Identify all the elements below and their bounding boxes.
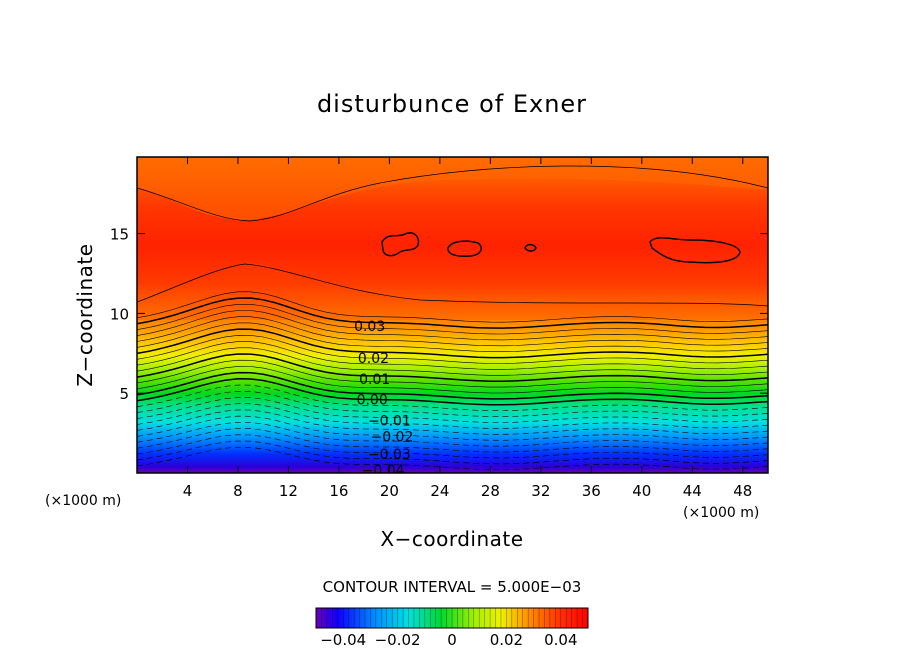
contour-line <box>137 341 768 370</box>
closed-contour <box>649 237 741 264</box>
closed-contour <box>381 232 420 257</box>
x-axis: 4 8 12 16 20 24 28 32 36 40 44 48 <box>183 157 752 500</box>
contour-label-layer: 0.03 0.02 0.01 0.00 −0.01−0.02 −0.03−0.04 <box>354 319 413 479</box>
colorbar-ticks: −0.04 −0.02 0 0.02 0.04 <box>315 608 589 649</box>
x-tick-label: 8 <box>233 482 243 500</box>
contour-line <box>137 359 768 388</box>
x-tick-label: 48 <box>733 482 752 500</box>
contour-line <box>137 403 768 429</box>
x-tick-label: 16 <box>329 482 348 500</box>
x-tick-label: 44 <box>683 482 702 500</box>
contour-line <box>137 409 768 435</box>
contour-line <box>137 297 768 329</box>
contour-label: −0.04 <box>362 463 405 479</box>
y-tick-label: 15 <box>110 226 129 244</box>
contour-label: 0.03 <box>354 319 385 335</box>
contour-line <box>137 378 768 406</box>
x-axis-label: X−coordinate <box>380 527 523 551</box>
plot-frame <box>136 156 769 474</box>
colorbar-tick-label: 0 <box>447 631 457 649</box>
closed-contour <box>447 240 482 257</box>
contour-line <box>137 291 768 323</box>
x-unit-left: (×1000 m) <box>45 493 121 509</box>
contour-interval-text: CONTOUR INTERVAL = 5.000E−03 <box>323 578 582 596</box>
colorbar-tick-label: 0.02 <box>490 631 523 649</box>
contour-line <box>137 263 768 307</box>
y-tick-label: 5 <box>119 385 129 403</box>
contour-line <box>137 384 768 411</box>
contour-lines <box>137 165 768 471</box>
plot-area: 0.03 0.02 0.01 0.00 −0.01−0.02 −0.03−0.04 <box>137 157 768 479</box>
upper-orange-band <box>137 157 768 221</box>
contour-label: 0.01 <box>359 372 390 388</box>
x-unit-right: (×1000 m) <box>683 505 759 521</box>
closed-contours <box>381 232 741 264</box>
colorbar-tick-label: 0.04 <box>544 631 577 649</box>
contour-line <box>137 415 768 441</box>
y-tick-label: 10 <box>110 305 129 323</box>
colorbar-tick-label: −0.02 <box>375 631 421 649</box>
y-axis: 5 10 15 <box>110 226 768 403</box>
chart-title: disturbunce of Exner <box>317 90 587 118</box>
y-axis-label: Z−coordinate <box>73 243 97 386</box>
contour-line <box>137 353 768 382</box>
contour-line <box>137 397 768 423</box>
contour-label: −0.03 <box>368 447 411 463</box>
x-tick-label: 32 <box>531 482 550 500</box>
mid-red-band <box>137 262 768 320</box>
contour-line <box>137 322 768 353</box>
x-tick-label: 40 <box>632 482 651 500</box>
x-tick-label: 20 <box>380 482 399 500</box>
contour-line <box>137 421 768 447</box>
contour-line <box>137 334 768 364</box>
contour-label: −0.01 <box>368 413 411 429</box>
contour-line <box>137 165 768 222</box>
x-tick-label: 28 <box>481 482 500 500</box>
contour-line <box>137 316 768 347</box>
x-tick-label: 24 <box>430 482 449 500</box>
x-tick-label: 4 <box>183 482 193 500</box>
contour-label: −0.02 <box>370 429 413 445</box>
colorbar-tick-label: −0.04 <box>320 631 366 649</box>
contour-label: 0.00 <box>357 393 388 409</box>
contour-line <box>137 328 768 359</box>
contour-line <box>137 347 768 376</box>
contour-line <box>137 366 768 394</box>
contour-label: 0.02 <box>358 351 389 367</box>
closed-contour <box>524 243 537 252</box>
contour-line <box>137 371 768 400</box>
contour-line <box>137 310 768 341</box>
x-tick-label: 36 <box>582 482 601 500</box>
x-tick-label: 12 <box>279 482 298 500</box>
contour-line <box>137 390 768 417</box>
contour-line <box>137 304 768 335</box>
